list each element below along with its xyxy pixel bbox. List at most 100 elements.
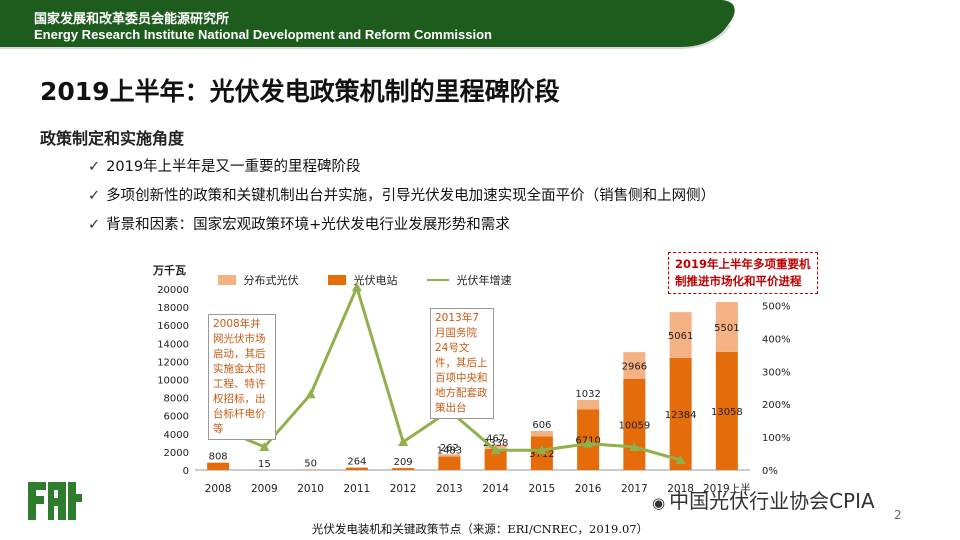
data-label-distributed: 262: [440, 443, 459, 454]
org-name-en: Energy Research Institute National Devel…: [34, 27, 492, 42]
legend-swatch-station: [328, 275, 346, 285]
bar-station: [392, 468, 415, 470]
y-tick-label: 2000: [164, 448, 189, 459]
y-tick-label: 18000: [157, 303, 189, 314]
org-name-cn: 国家发展和改革委员会能源研究所: [34, 12, 230, 27]
x-tick-label: 2012: [390, 483, 417, 495]
growth-marker: [305, 389, 316, 399]
data-label-distributed: 606: [532, 420, 551, 431]
x-tick-label: 2014: [482, 483, 509, 495]
y-tick-label: 8000: [164, 394, 189, 405]
x-tick-label: 2019上半: [703, 482, 751, 495]
bar-station: [207, 462, 230, 470]
legend-swatch-growth: [427, 279, 449, 281]
growth-marker: [536, 445, 547, 455]
data-label-distributed: 5061: [668, 331, 693, 342]
bar-distributed: [623, 352, 646, 379]
watermark-text: 中国光伏行业协会CPIA: [669, 489, 875, 513]
page-title: 2019上半年：光伏发电政策机制的里程碑阶段: [40, 77, 560, 106]
annotation-2008: 2008年并网光伏市场启动，其后实施金太阳工程、特许权招标，出台标杆电价等: [208, 314, 276, 440]
annotation-2013: 2013年7月国务院24号文件，其后上百项中央和地方配套政策出台: [430, 308, 494, 419]
chart-legend: 分布式光伏 光伏电站 光伏年增速: [218, 272, 512, 288]
bullet-item: ✓ 背景和因素：国家宏观政策环境+光伏发电行业发展形势和需求: [88, 213, 715, 242]
check-icon: ✓: [88, 188, 101, 204]
x-tick-label: 2017: [621, 483, 648, 495]
y2-tick-label: 500%: [762, 301, 791, 312]
x-tick-label: 2009: [251, 483, 278, 495]
growth-marker: [351, 282, 362, 292]
y-tick-label: 16000: [157, 321, 189, 332]
legend-swatch-distributed: [218, 275, 236, 285]
page-number: 2: [894, 508, 902, 522]
growth-marker: [675, 455, 686, 465]
y-tick-label: 0: [183, 466, 189, 477]
x-tick-label: 2008: [205, 483, 232, 495]
data-label-station: 209: [394, 457, 413, 468]
growth-marker: [490, 445, 501, 455]
bar-station: [669, 357, 692, 470]
y-tick-label: 4000: [164, 430, 189, 441]
y2-tick-label: 100%: [762, 433, 791, 444]
y-tick-label: 6000: [164, 412, 189, 423]
bar-station: [438, 456, 461, 470]
y-tick-label: 20000: [157, 285, 189, 296]
y-tick-label: 12000: [157, 357, 189, 368]
x-tick-label: 2018: [667, 483, 694, 495]
data-label-distributed: 1032: [575, 389, 600, 400]
growth-marker: [398, 437, 409, 447]
data-label-distributed: 2966: [622, 362, 647, 373]
data-label-station: 12384: [665, 410, 697, 421]
bar-distributed: [669, 312, 692, 358]
data-label-station: 50: [304, 459, 317, 470]
bar-station: [345, 467, 368, 470]
annotation-2019: 2019年上半年多项重要机制推进市场化和平价进程: [668, 252, 818, 294]
bar-distributed: [530, 430, 553, 437]
growth-marker: [259, 441, 270, 451]
x-tick-label: 2016: [575, 483, 602, 495]
data-label-station: 3712: [529, 449, 554, 460]
data-label-station: 2338: [483, 438, 508, 449]
x-tick-label: 2011: [344, 483, 371, 495]
check-icon: ✓: [88, 159, 101, 175]
watermark: ◉ 中国光伏行业协会CPIA: [652, 485, 875, 514]
data-label-station: 1483: [437, 446, 462, 457]
wechat-icon: ◉: [652, 494, 666, 512]
data-label-station: 10059: [618, 420, 650, 431]
bullet-text: 2019年上半年是又一重要的里程碑阶段: [106, 159, 361, 175]
growth-marker: [583, 438, 594, 448]
legend-label-growth: 光伏年增速: [456, 274, 512, 287]
data-label-distributed: 467: [486, 434, 505, 445]
data-label-station: 15: [258, 459, 271, 470]
bar-distributed: [577, 399, 600, 410]
installation-chart: 0 2000 4000 6000 8000 10000 12000 14000 16000 180…: [157, 282, 791, 495]
bar-distributed: [438, 454, 461, 457]
bullet-item: ✓ 多项创新性的政策和关键机制出台并实施，引导光伏发电加速实现全面平价（销售侧和上…: [88, 184, 715, 213]
header-background: [0, 0, 735, 49]
chart-caption: 光伏发电装机和关键政策节点（来源：ERI/CNREC，2019.07）: [311, 522, 649, 536]
bar-station: [484, 448, 507, 470]
x-tick-label: 2010: [297, 483, 324, 495]
data-label-station: 264: [347, 457, 366, 468]
legend-label-station: 光伏电站: [353, 274, 398, 287]
header-banner: 国家发展和改革委员会能源研究所 Energy Research Institut…: [0, 0, 960, 50]
data-label-station: 808: [209, 452, 228, 463]
bullet-list: ✓ 2019年上半年是又一重要的里程碑阶段 ✓ 多项创新性的政策和关键机制出台并实施…: [88, 155, 715, 242]
x-tick-label: 2015: [529, 483, 556, 495]
y-tick-label: 10000: [157, 376, 189, 387]
y2-tick-label: 400%: [762, 334, 791, 345]
bullet-item: ✓ 2019年上半年是又一重要的里程碑阶段: [88, 155, 715, 184]
eri-logo: [26, 476, 84, 526]
bullet-text: 多项创新性的政策和关键机制出台并实施，引导光伏发电加速实现全面平价（销售侧和上网…: [106, 188, 716, 204]
section-subtitle: 政策制定和实施角度: [40, 129, 185, 148]
bullet-text: 背景和因素：国家宏观政策环境+光伏发电行业发展形势和需求: [106, 217, 510, 233]
bar-distributed: [715, 302, 738, 352]
bar-station: [715, 351, 738, 470]
data-label-station: 13058: [711, 407, 743, 418]
y-axis-unit: 万千瓦: [153, 264, 186, 277]
logo-mark-icon: [28, 482, 82, 520]
legend-label-distributed: 分布式光伏: [243, 274, 299, 287]
y2-tick-label: 300%: [762, 367, 791, 378]
data-label-distributed: 5501: [714, 323, 739, 334]
check-icon: ✓: [88, 217, 101, 233]
x-tick-label: 2013: [436, 483, 463, 495]
